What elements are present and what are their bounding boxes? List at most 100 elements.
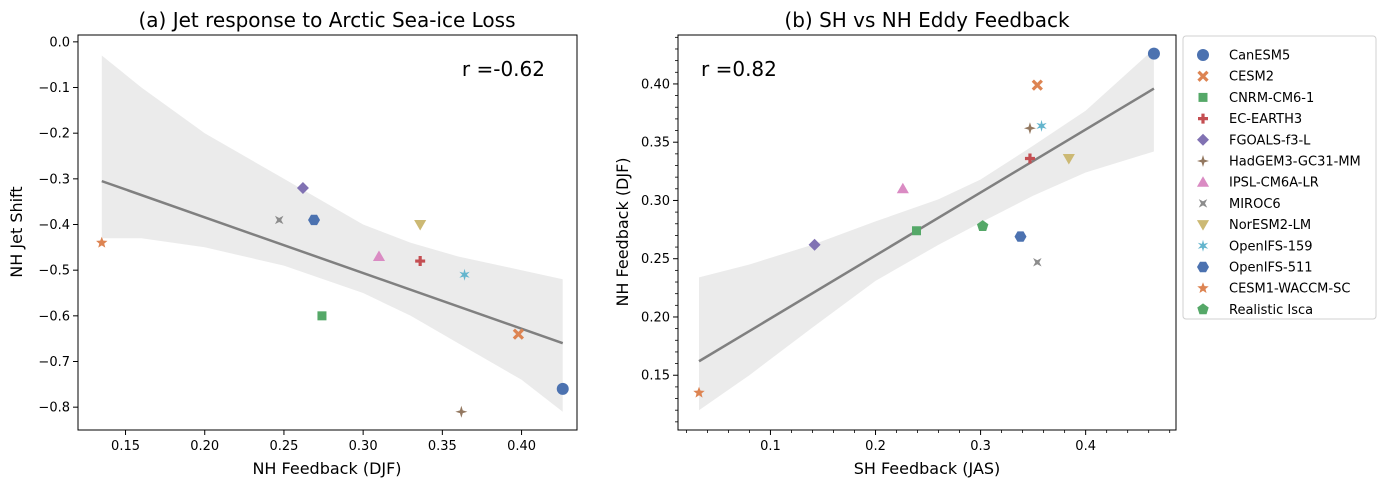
legend-item-noresm2-lm: NorESM2-LM	[1196, 218, 1311, 233]
legend-marker-cesm1-waccm-sc	[1197, 282, 1209, 294]
legend: CanESM5 CESM2 CNRM-CM6-1 EC-EARTH3 FGOALS-f3…	[1182, 35, 1377, 320]
y-tick-label-a: −0.1	[38, 81, 70, 96]
axes-frame-a	[77, 34, 578, 431]
legend-item-ipsl-cm6a-lr: IPSL-CM6A-LR	[1196, 176, 1319, 191]
y-tick-label-a: −0.5	[38, 264, 70, 279]
y-tick-label-b: 0.30	[641, 194, 670, 209]
x-tick-label-a: 0.20	[190, 439, 219, 454]
x-tick-label-a: 0.40	[507, 439, 536, 454]
y-tick-label-a: 0.0	[49, 35, 70, 50]
x-tick-label-b: 0.4	[1075, 439, 1096, 454]
panel-a: 0.15 0.20 0.25 0.30 0.35 0.40 0.0 −0.1 −0.2 −0.3…	[7, 8, 578, 478]
legend-marker-fgoals-f3-l	[1197, 133, 1209, 146]
legend-label-openifs-159: OpenIFS-159	[1229, 239, 1313, 254]
legend-label-cesm2: CESM2	[1229, 70, 1274, 85]
legend-item-miroc6: MIROC6	[1198, 197, 1281, 212]
correlation-annotation-a: r =-0.62	[462, 57, 545, 81]
y-tick-label-a: −0.8	[38, 401, 70, 416]
legend-marker-realistic-isca	[1197, 303, 1209, 315]
y-tick-label-b: 0.15	[641, 369, 670, 384]
y-tick-label-b: 0.40	[641, 77, 670, 92]
point-miroc6-b	[1033, 257, 1042, 267]
point-miroc6-a	[274, 215, 284, 225]
x-tick-label-b: 0.3	[970, 439, 991, 454]
confidence-band-area-b	[699, 49, 1154, 411]
legend-label-cnrm-cm6-1: CNRM-CM6-1	[1229, 91, 1314, 106]
regression-line-a	[101, 179, 564, 345]
legend-item-ec-earth3: EC-EARTH3	[1198, 112, 1302, 127]
x-tick-label-a: 0.15	[111, 439, 140, 454]
legend-item-fgoals-f3-l: FGOALS-f3-L	[1197, 133, 1311, 148]
point-openifs-511-a	[308, 214, 321, 226]
legend-label-noresm2-lm: NorESM2-LM	[1229, 218, 1311, 233]
point-cesm2-b	[1031, 79, 1043, 91]
legend-label-realistic-isca: Realistic Isca	[1229, 303, 1313, 318]
y-axis-label-a: NH Jet Shift	[7, 186, 26, 277]
point-ec-earth3-b	[1024, 153, 1035, 164]
legend-marker-ipsl-cm6a-lr	[1196, 176, 1210, 187]
y-axis-label-b: NH Feedback (DJF)	[613, 157, 632, 306]
legend-label-fgoals-f3-l: FGOALS-f3-L	[1229, 133, 1311, 148]
point-openifs-511-b	[1014, 231, 1027, 242]
point-cnrm-cm6-1-a	[317, 311, 327, 321]
point-noresm2-lm-a	[414, 220, 427, 231]
legend-label-cesm1-waccm-sc: CESM1-WACCM-SC	[1229, 282, 1350, 297]
legend-marker-cnrm-cm6-1	[1198, 92, 1208, 102]
point-hadgem3-gc31-mm-b	[1023, 122, 1036, 135]
y-tick-label-a: −0.7	[38, 355, 70, 370]
point-ec-earth3-a	[415, 256, 426, 267]
regression-line-path-a	[101, 179, 564, 345]
point-fgoals-f3-l-b	[808, 238, 821, 251]
point-cesm1-waccm-sc-b	[693, 386, 705, 398]
chart-title-b: (b) SH vs NH Eddy Feedback	[784, 8, 1070, 32]
legend-marker-openifs-159	[1197, 239, 1209, 252]
y-tick-label-a: −0.4	[38, 218, 70, 233]
legend-item-cesm2: CESM2	[1197, 70, 1274, 85]
axes-frame-b	[677, 34, 1177, 431]
legend-box	[1182, 35, 1377, 320]
x-tick-label-b: 0.2	[865, 439, 886, 454]
y-tick-label-b: 0.20	[641, 310, 670, 325]
y-tick-label-b: 0.35	[641, 136, 670, 151]
y-tick-label-a: −0.6	[38, 309, 70, 324]
legend-marker-hadgem3-gc31-mm	[1197, 155, 1209, 167]
scatter-points-b	[693, 47, 1160, 398]
legend-label-openifs-511: OpenIFS-511	[1229, 261, 1313, 276]
legend-label-hadgem3-gc31-mm: HadGEM3-GC31-MM	[1229, 155, 1361, 170]
legend-marker-noresm2-lm	[1196, 220, 1210, 231]
legend-marker-cesm2	[1197, 70, 1209, 82]
legend-marker-miroc6	[1198, 199, 1208, 208]
legend-label-canesm5: CanESM5	[1229, 49, 1290, 64]
legend-item-openifs-511: OpenIFS-511	[1197, 261, 1313, 276]
correlation-annotation-b: r =0.82	[701, 57, 777, 81]
x-axis-label-a: NH Feedback (DJF)	[252, 459, 401, 478]
legend-item-hadgem3-gc31-mm: HadGEM3-GC31-MM	[1197, 155, 1361, 170]
point-cnrm-cm6-1-b	[911, 226, 921, 236]
legend-item-realistic-isca: Realistic Isca	[1197, 303, 1313, 318]
legend-marker-ec-earth3	[1198, 113, 1208, 124]
x-ticks-a: 0.15 0.20 0.25 0.30 0.35 0.40	[111, 430, 536, 454]
y-tick-label-a: −0.3	[38, 172, 70, 187]
legend-marker-openifs-511	[1197, 261, 1209, 273]
regression-line-path-b	[698, 87, 1155, 363]
confidence-band-a	[101, 55, 563, 412]
point-ipsl-cm6a-lr-a	[372, 250, 386, 261]
point-noresm2-lm-b	[1062, 154, 1075, 165]
y-tick-label-b: 0.25	[641, 252, 670, 267]
x-ticks-b: 0.1 0.2 0.3 0.4	[686, 430, 1171, 454]
legend-item-openifs-159: OpenIFS-159	[1197, 239, 1313, 254]
point-ipsl-cm6a-lr-b	[896, 182, 909, 194]
point-openifs-159-a	[459, 268, 470, 281]
legend-item-canesm5: CanESM5	[1197, 49, 1290, 64]
panel-b: 0.1 0.2 0.3 0.4 0.15 0.20 0.25 0.30 0.35 0.40 (b…	[613, 8, 1177, 478]
scatter-points-a	[96, 181, 569, 418]
legend-marker-canesm5	[1197, 49, 1209, 61]
point-canesm5-a	[556, 382, 569, 395]
x-tick-label-b: 0.1	[760, 439, 781, 454]
point-hadgem3-gc31-mm-a	[455, 405, 468, 418]
legend-label-ipsl-cm6a-lr: IPSL-CM6A-LR	[1229, 176, 1319, 191]
legend-item-cnrm-cm6-1: CNRM-CM6-1	[1198, 91, 1314, 106]
confidence-band-area-a	[101, 55, 563, 412]
legend-label-ec-earth3: EC-EARTH3	[1229, 112, 1302, 127]
